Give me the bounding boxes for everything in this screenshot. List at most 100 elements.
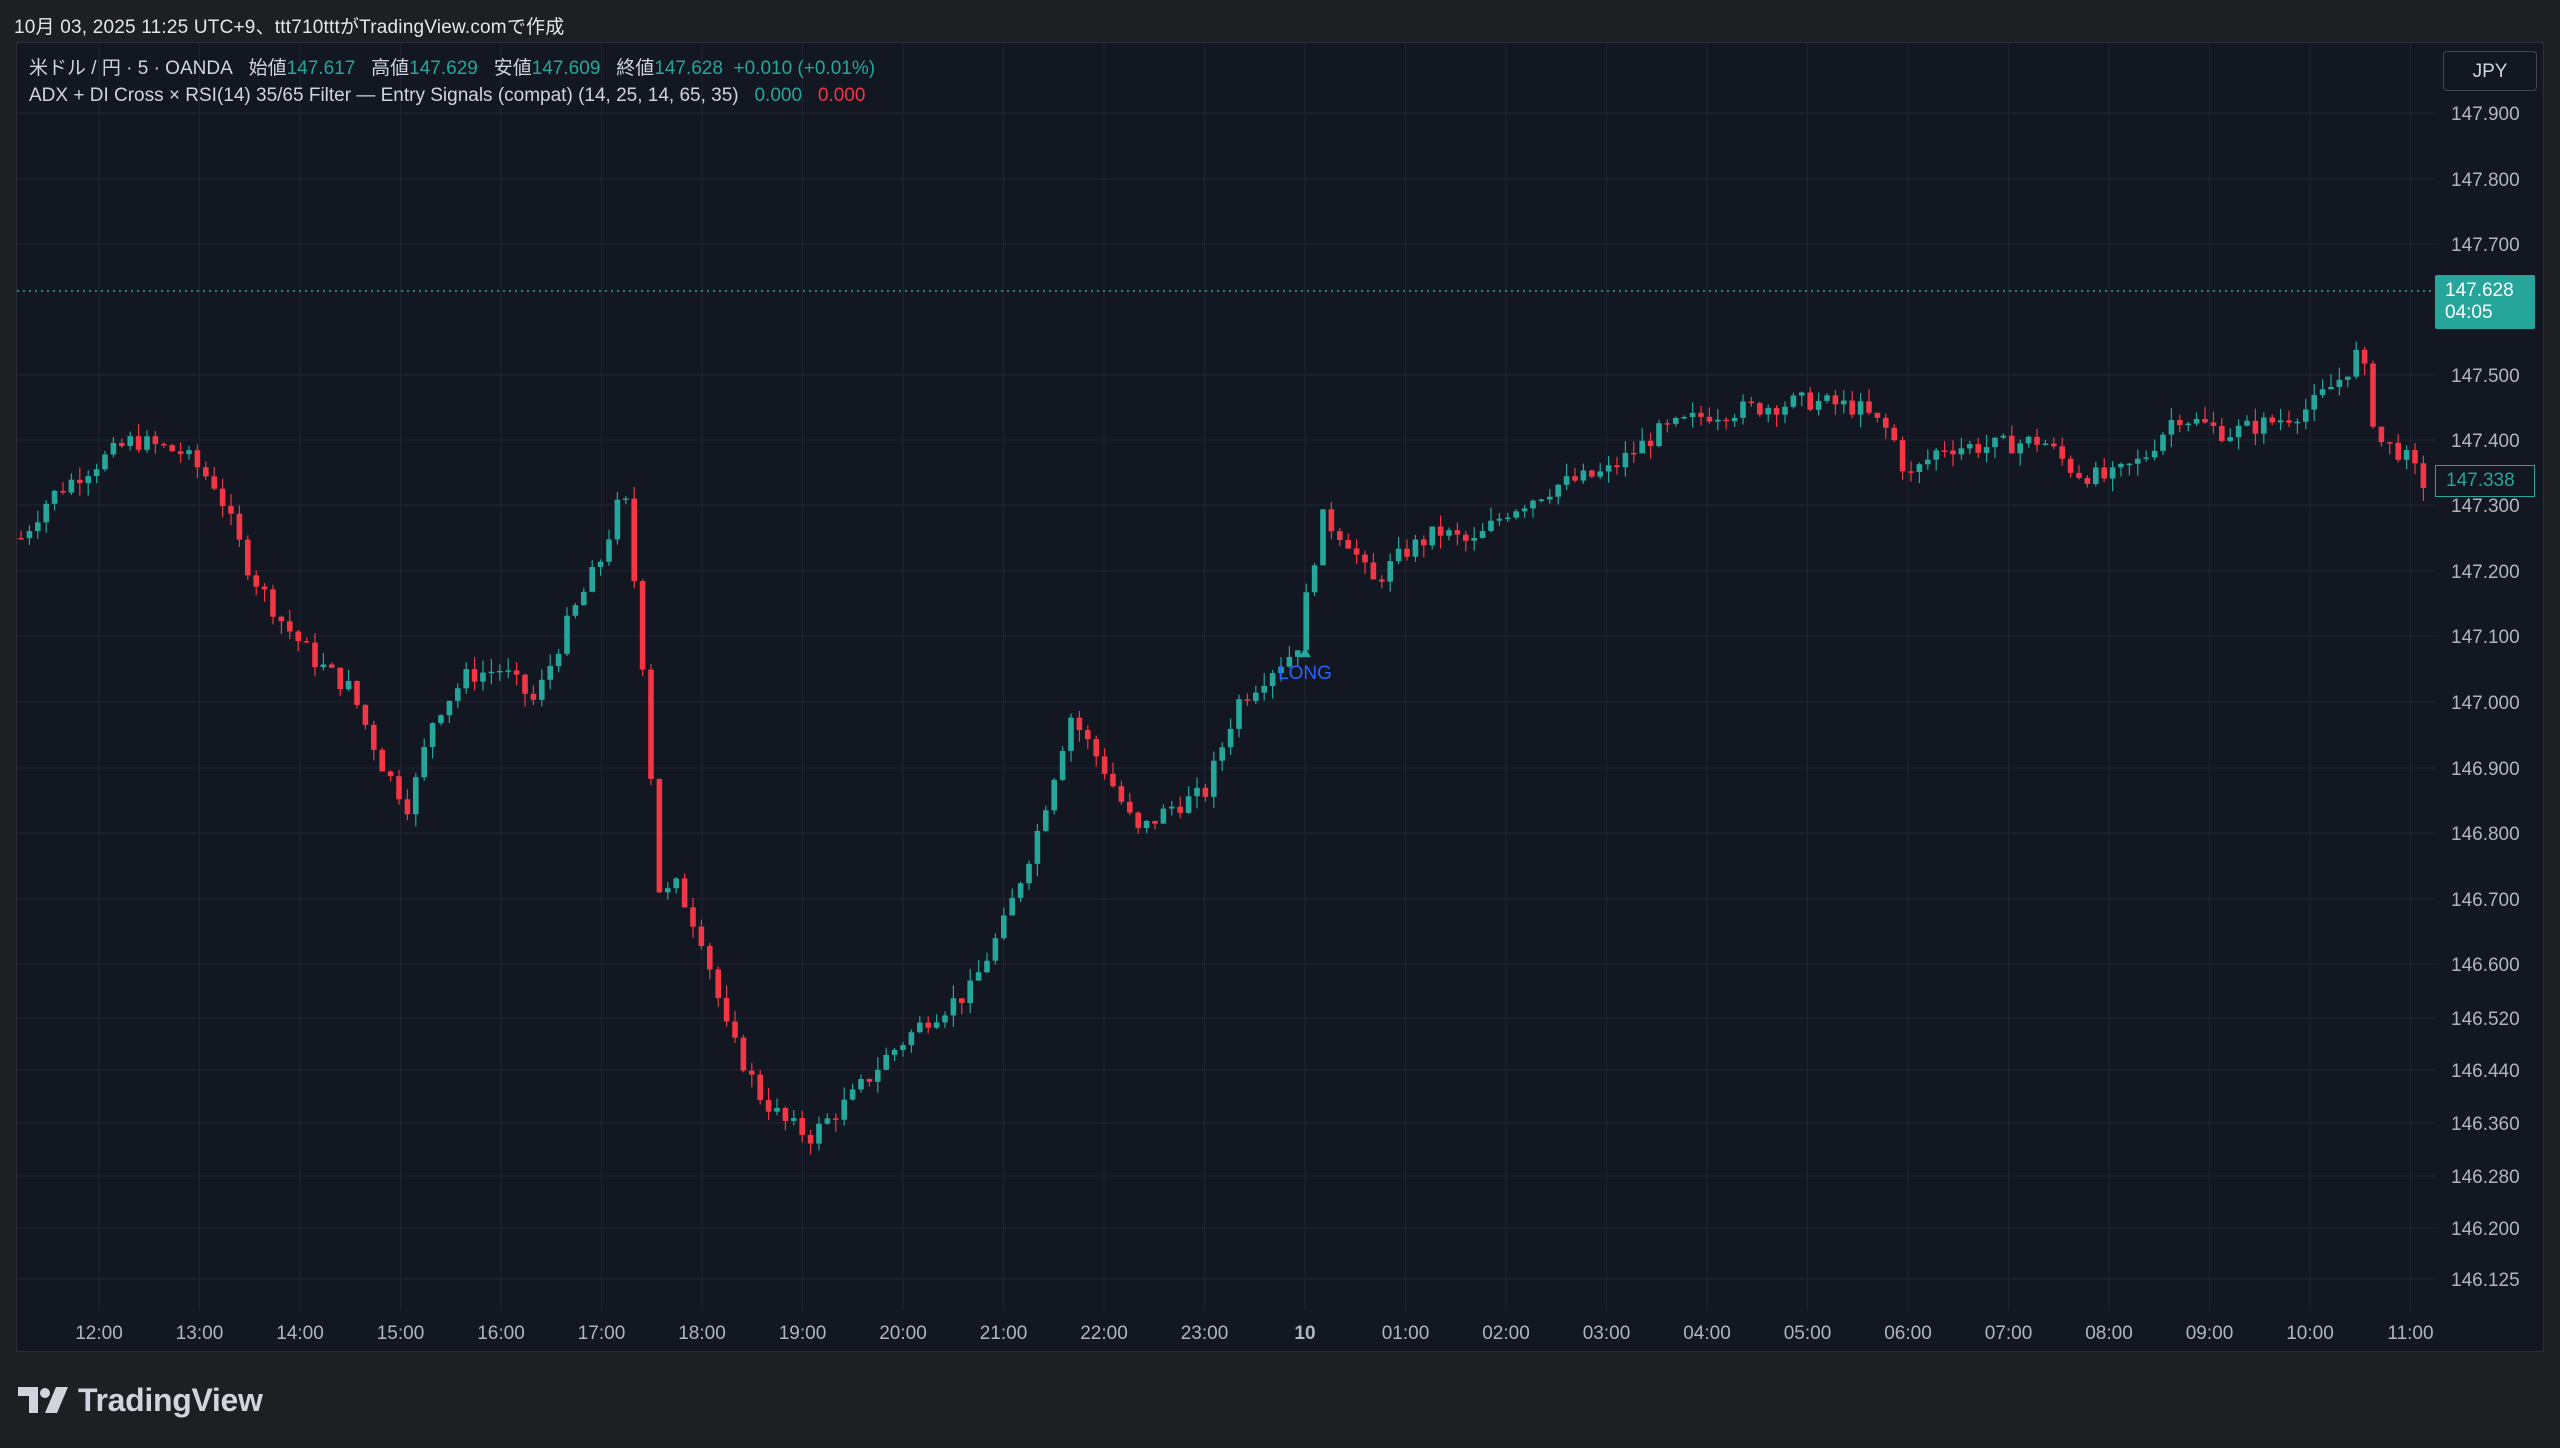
x-tick-label: 03:00	[1583, 1323, 1631, 1344]
candle-body	[732, 1021, 738, 1038]
candle-body	[1664, 423, 1671, 425]
candle-body	[2319, 389, 2326, 395]
candle-body	[757, 1074, 763, 1101]
candle-body	[1832, 395, 1839, 405]
candle-body	[1572, 476, 1578, 481]
candle-body	[2093, 467, 2099, 485]
candle-body	[2101, 467, 2107, 479]
candle-body	[169, 445, 175, 452]
candle-body	[1429, 526, 1435, 546]
candle-body	[782, 1108, 789, 1121]
candle-body	[2353, 349, 2359, 377]
candle-body	[1547, 496, 1553, 500]
tradingview-logo[interactable]: TradingView	[18, 1380, 263, 1420]
candle-body	[1841, 400, 1847, 405]
candle-body	[2412, 450, 2418, 464]
candle-body	[900, 1045, 906, 1050]
candle-body	[1463, 534, 1469, 541]
candle-body	[1773, 408, 1780, 415]
candle-body	[2076, 472, 2082, 478]
candle-body	[26, 531, 33, 539]
candle-body	[1614, 465, 1620, 468]
tradingview-logo-icon	[18, 1387, 68, 1413]
candle-body	[1185, 796, 1192, 813]
candle-body	[287, 621, 293, 632]
candle-body	[421, 746, 427, 778]
candle-body	[1824, 395, 1830, 401]
candle-body	[68, 479, 75, 493]
low-value: 147.609	[531, 58, 601, 79]
candle-body	[362, 704, 369, 725]
candle-body	[1017, 883, 1024, 898]
x-tick-label: 19:00	[779, 1323, 827, 1344]
candle-body	[992, 938, 999, 961]
candle-body	[1034, 830, 1041, 864]
candle-body	[396, 776, 402, 800]
candle-body	[236, 513, 243, 540]
candle-body	[1311, 565, 1318, 593]
candle-body	[497, 670, 503, 673]
candle-body	[2059, 446, 2065, 459]
candle-body	[1656, 423, 1662, 447]
candle-body	[152, 436, 159, 444]
candle-body	[1135, 812, 1141, 829]
candle-body	[2168, 419, 2175, 435]
candle-body	[1622, 452, 1629, 468]
candle-body	[1941, 450, 1948, 452]
candle-body	[1160, 808, 1167, 824]
candle-body	[312, 642, 318, 668]
candle-body	[1169, 806, 1175, 809]
high-label: 高値	[371, 58, 410, 79]
candle-body	[597, 561, 604, 568]
candle-body	[455, 688, 461, 701]
y-tick-label: 147.300	[2451, 496, 2520, 517]
y-tick-label: 146.520	[2451, 1009, 2520, 1030]
currency-button[interactable]: JPY	[2443, 51, 2537, 91]
indicator-label[interactable]: ADX + DI Cross × RSI(14) 35/65 Filter — …	[29, 85, 739, 106]
candle-body	[2277, 420, 2284, 423]
candle-body	[1370, 562, 1377, 580]
y-tick-label: 146.440	[2451, 1061, 2520, 1082]
symbol-label[interactable]: 米ドル / 円 · 5 · OANDA	[29, 58, 233, 79]
candle-body	[707, 945, 713, 970]
candle-body	[1353, 548, 1360, 555]
candle-body	[1992, 437, 1998, 448]
candlestick-chart[interactable]: 147.900 147.800 147.700 147.500 147.400 147.3…	[17, 43, 2543, 1351]
candle-body	[698, 926, 705, 946]
candle-body	[1328, 509, 1335, 532]
candle-body	[2126, 463, 2133, 466]
candle-body	[875, 1069, 881, 1082]
x-tick-label: 08:00	[2085, 1323, 2133, 1344]
candle-body	[1563, 476, 1570, 485]
candle-body	[119, 442, 125, 447]
close-value: 147.628	[654, 58, 723, 79]
candle-body	[589, 567, 595, 592]
candle-body	[261, 586, 268, 590]
candle-body	[1152, 820, 1158, 824]
long-signal-label: LONG	[1278, 663, 1332, 684]
candle-body	[2370, 363, 2376, 427]
candle-body	[438, 715, 444, 724]
candle-body	[1748, 401, 1755, 404]
candle-body	[429, 723, 436, 747]
chart-panel[interactable]: 147.900 147.800 147.700 147.500 147.400 147.3…	[16, 42, 2544, 1352]
candle-body	[2177, 419, 2183, 426]
candle-body	[2202, 418, 2208, 423]
candle-body	[959, 998, 965, 1004]
candle-body	[950, 998, 957, 1016]
candle-body	[278, 616, 285, 622]
candle-body	[2336, 379, 2343, 387]
candle-body	[2378, 426, 2385, 443]
chart-caption: 10月 03, 2025 11:25 UTC+9、ttt710tttがTradi…	[14, 17, 565, 38]
candle-body	[614, 499, 621, 540]
candle-body	[43, 503, 49, 523]
candle-body	[522, 674, 528, 694]
candle-body	[1143, 820, 1150, 829]
candle-body	[144, 436, 150, 450]
x-tick-label: 21:00	[980, 1323, 1028, 1344]
candle-body	[1202, 787, 1209, 797]
candle-body	[1874, 412, 1881, 418]
candle-body	[623, 498, 629, 501]
candle-body	[85, 476, 91, 484]
candle-body	[564, 615, 570, 654]
